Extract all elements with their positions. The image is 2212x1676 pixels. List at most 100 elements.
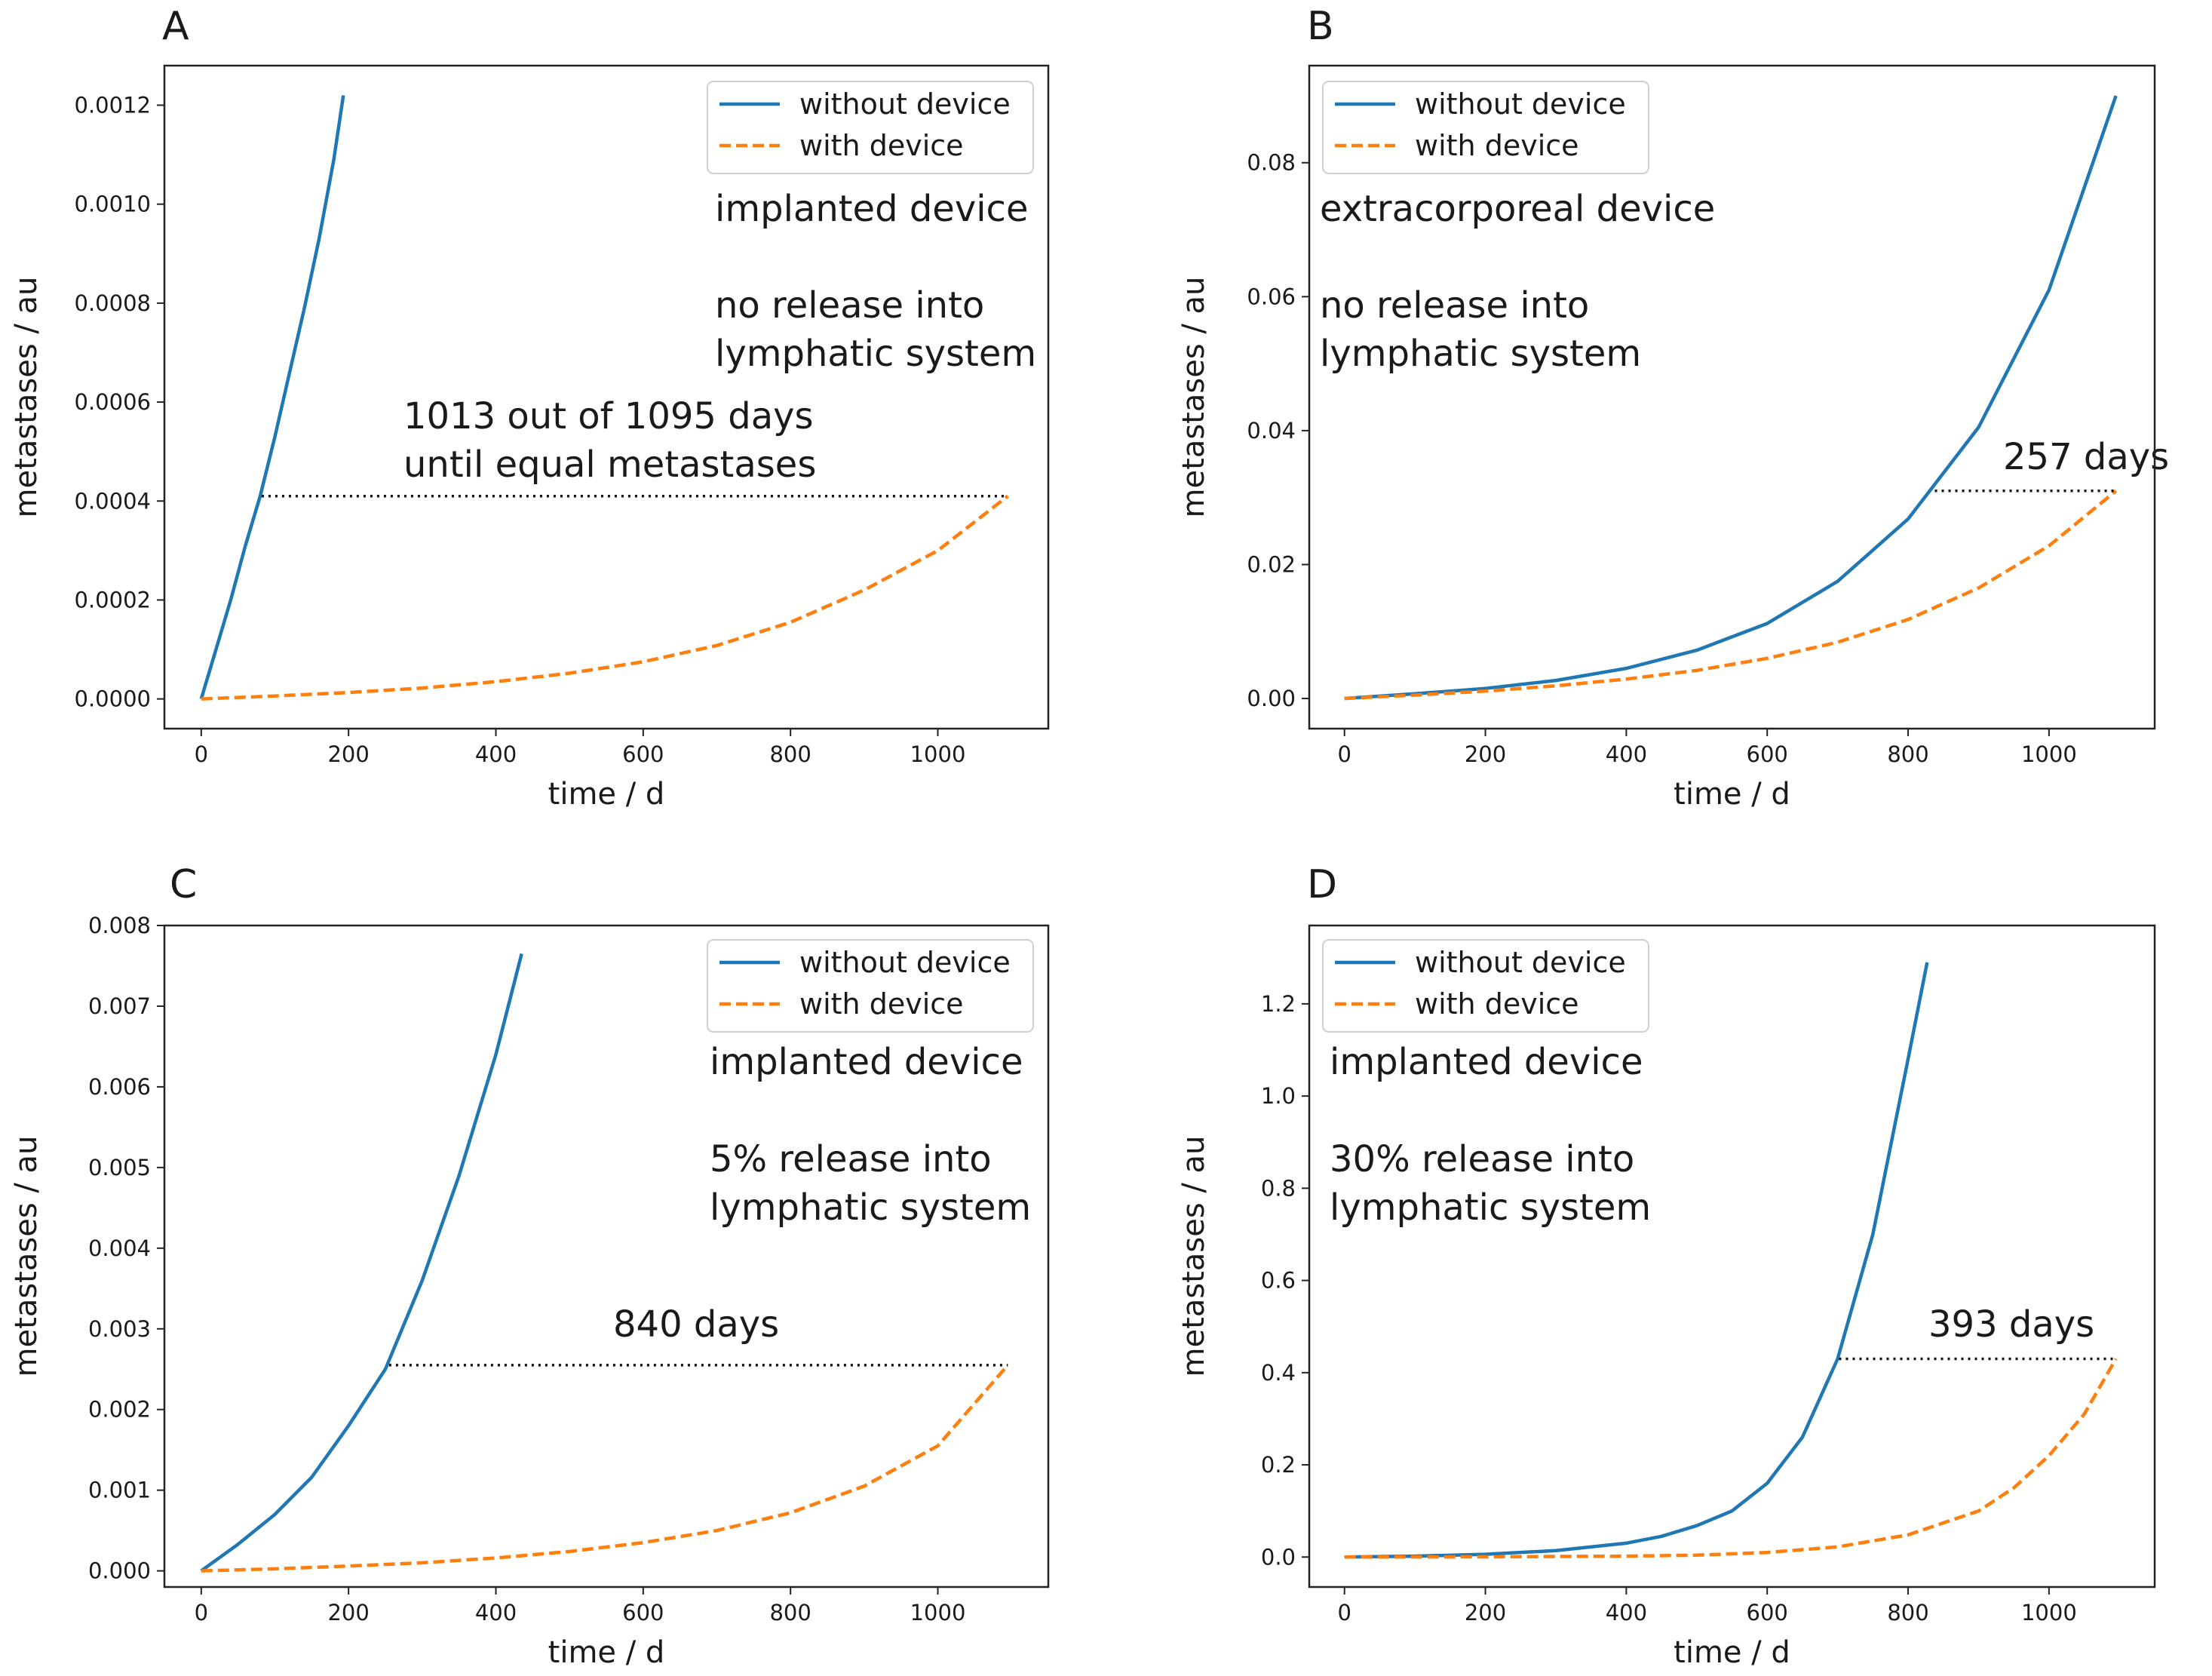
x-tick-label: 600 — [1747, 1600, 1788, 1625]
series-line-with-device — [201, 494, 1009, 701]
y-axis-label: metastases / au — [1177, 277, 1211, 518]
axes-frame — [163, 64, 1050, 730]
x-tick-label: 1000 — [2021, 1600, 2077, 1625]
x-tick-label: 800 — [1887, 741, 1928, 767]
axes-frame — [163, 924, 1050, 1589]
y-tick-label: 1.0 — [1261, 1083, 1296, 1109]
y-tick-label: 0.0006 — [75, 389, 151, 415]
legend-frame — [707, 81, 1034, 174]
axes-frame — [1308, 64, 2156, 730]
legend-entry: without device — [1415, 946, 1626, 979]
y-tick-label: 0.08 — [1247, 150, 1296, 176]
legend-entry: without device — [799, 87, 1011, 121]
y-tick-label: 0.003 — [88, 1316, 151, 1342]
y-tick-label: 0.6 — [1261, 1268, 1296, 1294]
annotation: 257 days — [2003, 436, 2169, 478]
x-tick-label: 200 — [1465, 1600, 1506, 1625]
annotation: extracorporeal device — [1320, 188, 1715, 230]
x-tick-label: 1000 — [910, 741, 966, 767]
series-line-without-device — [199, 95, 345, 700]
x-tick-label: 1000 — [910, 1600, 966, 1625]
x-tick-label: 0 — [195, 741, 208, 767]
annotation: 840 days — [613, 1303, 779, 1346]
annotation: implanted device — [710, 1041, 1023, 1083]
legend: without device with device — [1322, 939, 1649, 1033]
legend-entry: with device — [1415, 129, 1579, 162]
y-axis-label: metastases / au — [1177, 1136, 1211, 1377]
legend-entry: with device — [1415, 987, 1579, 1021]
annotation: no release into — [715, 284, 984, 327]
y-axis-label: metastases / au — [9, 1136, 44, 1377]
panel-letter: D — [1307, 862, 1337, 907]
x-tick-label: 1000 — [2021, 741, 2077, 767]
legend-frame — [1322, 939, 1649, 1033]
y-tick-label: 0.0010 — [75, 192, 151, 217]
axes-frame — [1308, 924, 2156, 1589]
x-tick-label: 600 — [1747, 741, 1788, 767]
series-line-with-device — [201, 1364, 1009, 1573]
annotation: lymphatic system — [715, 333, 1036, 375]
series-line-without-device — [200, 953, 523, 1573]
series-line-with-device — [1344, 490, 2118, 701]
annotation: 30% release into — [1330, 1138, 1634, 1180]
y-tick-label: 0.02 — [1247, 551, 1296, 577]
annotation: until equal metastases — [403, 444, 816, 486]
legend: without device with device — [1322, 81, 1649, 174]
x-tick-label: 200 — [327, 1600, 369, 1625]
x-tick-label: 400 — [475, 741, 517, 767]
annotation: implanted device — [715, 188, 1028, 230]
y-tick-label: 0.000 — [88, 1558, 151, 1584]
x-axis-label: time / d — [1674, 1635, 1790, 1670]
x-tick-label: 400 — [475, 1600, 517, 1625]
x-tick-label: 600 — [622, 1600, 664, 1625]
panel-c: C 0 200 400 600 800 1000 0.000 0.001 0.002 0.003 0.… — [9, 862, 1050, 1670]
series-line-without-device — [1344, 962, 1929, 1559]
y-tick-label: 0.8 — [1261, 1175, 1296, 1201]
y-tick-label: 0.2 — [1261, 1452, 1296, 1478]
x-tick-label: 800 — [1887, 1600, 1928, 1625]
y-tick-label: 0.0008 — [75, 290, 151, 316]
series-line-without-device — [1344, 95, 2118, 701]
panel-letter: A — [162, 4, 189, 49]
legend-frame — [1322, 81, 1649, 174]
annotation: 393 days — [1928, 1303, 2094, 1346]
y-tick-label: 0.4 — [1261, 1360, 1296, 1386]
annotation: no release into — [1320, 284, 1589, 327]
y-tick-label: 0.00 — [1247, 686, 1296, 711]
legend-frame — [707, 939, 1034, 1033]
x-tick-label: 200 — [327, 741, 369, 767]
panel-letter: C — [170, 862, 197, 907]
x-tick-label: 200 — [1465, 741, 1506, 767]
x-tick-label: 800 — [769, 1600, 811, 1625]
annotation: lymphatic system — [1330, 1186, 1651, 1229]
x-axis-label: time / d — [548, 1635, 665, 1670]
y-tick-label: 0.0012 — [75, 92, 151, 118]
x-axis-label: time / d — [548, 777, 665, 812]
x-tick-label: 600 — [622, 741, 664, 767]
y-tick-label: 0.0002 — [75, 587, 151, 612]
legend: without device with device — [707, 939, 1034, 1033]
legend-entry: with device — [799, 129, 964, 162]
y-tick-label: 0.004 — [88, 1236, 151, 1261]
y-tick-label: 0.006 — [88, 1074, 151, 1100]
y-tick-label: 0.0004 — [75, 488, 151, 514]
y-tick-label: 0.0 — [1261, 1544, 1296, 1570]
annotation: 5% release into — [710, 1138, 992, 1180]
y-tick-label: 0.001 — [88, 1478, 151, 1503]
y-tick-label: 0.007 — [88, 993, 151, 1019]
x-tick-label: 0 — [1337, 741, 1351, 767]
legend-entry: with device — [799, 987, 964, 1021]
annotation: lymphatic system — [710, 1186, 1031, 1229]
legend: without device with device — [707, 81, 1034, 174]
legend-entry: without device — [799, 946, 1011, 979]
x-axis-label: time / d — [1674, 777, 1790, 812]
annotation: 1013 out of 1095 days — [403, 395, 814, 437]
annotation: implanted device — [1330, 1041, 1643, 1083]
x-tick-label: 800 — [769, 741, 811, 767]
y-tick-label: 0.008 — [88, 913, 151, 938]
annotation: lymphatic system — [1320, 333, 1641, 375]
y-tick-label: 0.0000 — [75, 686, 151, 712]
y-axis-label: metastases / au — [9, 277, 44, 518]
legend-entry: without device — [1415, 87, 1626, 121]
